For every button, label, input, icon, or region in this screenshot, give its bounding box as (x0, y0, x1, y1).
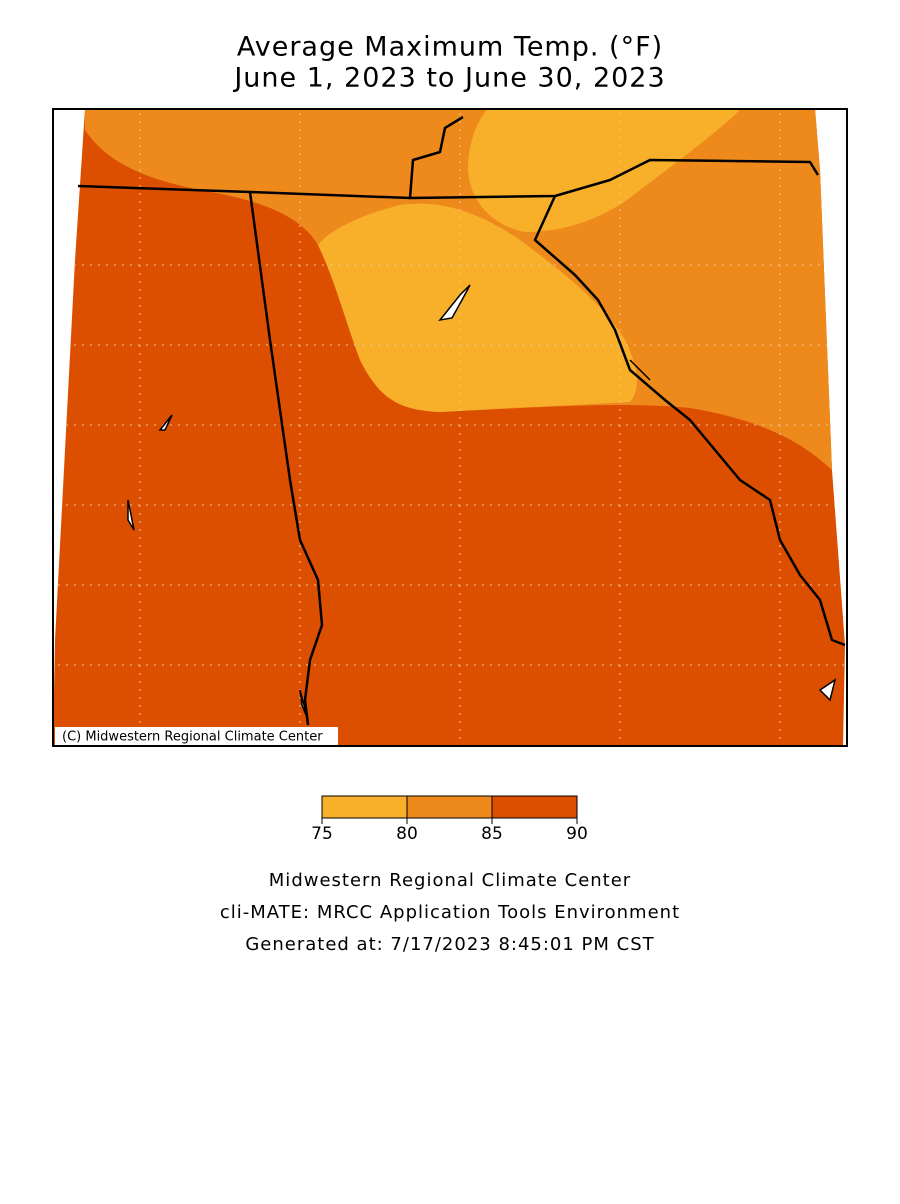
grid (53, 109, 845, 746)
footer-line: Generated at: 7/17/2023 8:45:01 PM CST (245, 934, 654, 955)
borders (77, 115, 846, 726)
legend-tick-label: 75 (311, 824, 333, 844)
state-border (248, 191, 324, 726)
legend-tick-label: 85 (481, 824, 503, 844)
title-line: June 1, 2023 to June 30, 2023 (232, 63, 665, 94)
legend-swatch (491, 795, 578, 819)
state-border (408, 115, 464, 199)
copyright: (C) Midwestern Regional Climate Center (62, 730, 323, 745)
legend: 75 80 85 90 (311, 795, 588, 844)
state-border (77, 158, 820, 200)
legend-tick-label: 90 (566, 824, 588, 844)
map-fill (53, 109, 845, 746)
title-line: Average Maximum Temp. (°F) (237, 32, 663, 63)
copyright-box (55, 727, 338, 745)
zone-light (468, 109, 745, 232)
footer-line: cli-MATE: MRCC Application Tools Environ… (220, 902, 680, 923)
legend-swatch (321, 795, 408, 819)
state-border (533, 195, 846, 647)
footer-line: Midwestern Regional Climate Center (269, 870, 631, 891)
legend-swatch (406, 795, 493, 819)
legend-tick-label: 80 (396, 824, 418, 844)
map-frame (52, 108, 848, 747)
zone-light (318, 203, 637, 412)
lake (127, 284, 837, 721)
